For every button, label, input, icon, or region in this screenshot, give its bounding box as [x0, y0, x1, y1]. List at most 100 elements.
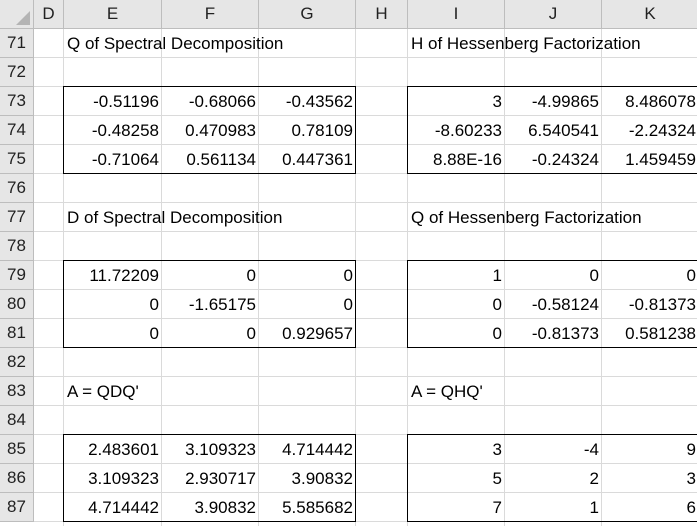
column-header-h[interactable]: H	[356, 0, 408, 29]
column-header-g[interactable]: G	[259, 0, 356, 29]
row-header-71[interactable]: 71	[0, 29, 34, 58]
matrix-cell[interactable]: -4.99865	[531, 91, 599, 111]
matrix-cell[interactable]: -0.81373	[531, 323, 599, 343]
matrix-cell[interactable]: 9	[686, 439, 696, 459]
matrix-a-qdq-border	[63, 434, 356, 522]
matrix-cell[interactable]: -1.65175	[188, 294, 256, 314]
row-header-78[interactable]: 78	[0, 232, 34, 261]
column-header-i[interactable]: I	[408, 0, 505, 29]
matrix-cell[interactable]: 6	[686, 497, 696, 517]
matrix-cell[interactable]: 0	[686, 265, 696, 285]
gridline-horizontal	[34, 492, 697, 493]
gridline-horizontal	[34, 115, 697, 116]
label-d-spectral[interactable]: D of Spectral Decomposition	[67, 207, 283, 227]
matrix-cell[interactable]: 0	[343, 294, 353, 314]
matrix-cell[interactable]: 3	[686, 468, 696, 488]
matrix-cell[interactable]: 0.929657	[282, 323, 353, 343]
matrix-cell[interactable]: -0.68066	[188, 91, 256, 111]
matrix-cell[interactable]: 0	[343, 265, 353, 285]
label-h-hessenberg[interactable]: H of Hessenberg Factorization	[411, 33, 641, 53]
gridline-horizontal	[34, 173, 697, 174]
row-header-75[interactable]: 75	[0, 145, 34, 174]
matrix-cell[interactable]: 0	[246, 323, 256, 343]
matrix-cell[interactable]: 0	[149, 294, 159, 314]
matrix-cell[interactable]: 3.109323	[88, 468, 159, 488]
gridline-horizontal	[34, 231, 697, 232]
column-header-f[interactable]: F	[162, 0, 259, 29]
column-header-d[interactable]: D	[34, 0, 64, 29]
row-header-79[interactable]: 79	[0, 261, 34, 290]
matrix-cell[interactable]: -0.24324	[531, 149, 599, 169]
label-q-hessenberg[interactable]: Q of Hessenberg Factorization	[411, 207, 642, 227]
matrix-cell[interactable]: -0.43562	[285, 91, 353, 111]
matrix-cell[interactable]: 1.459459	[625, 149, 696, 169]
matrix-cell[interactable]: 0.561134	[186, 149, 256, 169]
row-header-80[interactable]: 80	[0, 290, 34, 319]
matrix-cell[interactable]: 3	[492, 91, 502, 111]
matrix-cell[interactable]: 2	[589, 468, 599, 488]
matrix-cell[interactable]: -0.51196	[93, 91, 159, 111]
matrix-cell[interactable]: 4.714442	[88, 497, 159, 517]
matrix-cell[interactable]: -8.60233	[434, 120, 502, 140]
row-header-73[interactable]: 73	[0, 87, 34, 116]
matrix-cell[interactable]: 6.540541	[528, 120, 599, 140]
matrix-cell[interactable]: 2.483601	[88, 439, 159, 459]
row-header-83[interactable]: 83	[0, 377, 34, 406]
label-a-qdq[interactable]: A = QDQ'	[67, 381, 139, 401]
row-header-72[interactable]: 72	[0, 58, 34, 87]
matrix-cell[interactable]: 8.88E-16	[433, 149, 502, 169]
label-a-qhq[interactable]: A = QHQ'	[411, 381, 483, 401]
matrix-cell[interactable]: 0.78109	[291, 120, 353, 140]
select-all-corner[interactable]	[0, 0, 34, 29]
matrix-cell[interactable]: 5.585682	[282, 497, 353, 517]
column-header-k[interactable]: K	[602, 0, 697, 29]
matrix-cell[interactable]: 0	[589, 265, 599, 285]
gridline-vertical	[258, 29, 259, 526]
label-q-spectral[interactable]: Q of Spectral Decomposition	[67, 33, 284, 53]
row-header-86[interactable]: 86	[0, 464, 34, 493]
matrix-cell[interactable]: 5	[492, 468, 502, 488]
matrix-cell[interactable]: 3.90832	[194, 497, 256, 517]
matrix-cell[interactable]: 0	[492, 323, 502, 343]
matrix-cell[interactable]: 0	[149, 323, 159, 343]
row-header-87[interactable]: 87	[0, 493, 34, 522]
gridline-vertical	[504, 29, 505, 526]
row-header-76[interactable]: 76	[0, 174, 34, 203]
gridline-horizontal	[34, 86, 697, 87]
matrix-cell[interactable]: -4	[583, 439, 599, 459]
matrix-cell[interactable]: 7	[492, 497, 502, 517]
matrix-cell[interactable]: 3	[492, 439, 502, 459]
gridline-horizontal	[34, 463, 697, 464]
column-header-e[interactable]: E	[64, 0, 162, 29]
matrix-cell[interactable]: 0.447361	[282, 149, 353, 169]
row-header-85[interactable]: 85	[0, 435, 34, 464]
matrix-cell[interactable]: 11.72209	[89, 265, 159, 285]
gridline-horizontal	[34, 202, 697, 203]
matrix-cell[interactable]: 0	[492, 294, 502, 314]
matrix-cell[interactable]: 0.581238	[625, 323, 696, 343]
matrix-cell[interactable]: 2.930717	[185, 468, 256, 488]
row-header-82[interactable]: 82	[0, 348, 34, 377]
row-header-74[interactable]: 74	[0, 116, 34, 145]
matrix-cell[interactable]: -2.24324	[628, 120, 696, 140]
matrix-cell[interactable]: 3.109323	[185, 439, 256, 459]
select-all-triangle-icon	[16, 11, 30, 25]
gridline-horizontal	[34, 434, 697, 435]
matrix-cell[interactable]: 3.90832	[291, 468, 353, 488]
matrix-cell[interactable]: -0.71064	[91, 149, 159, 169]
gridline-horizontal	[34, 57, 697, 58]
matrix-cell[interactable]: 1	[589, 497, 599, 517]
matrix-cell[interactable]: -0.81373	[628, 294, 696, 314]
row-header-77[interactable]: 77	[0, 203, 34, 232]
column-header-j[interactable]: J	[505, 0, 602, 29]
matrix-cell[interactable]: -0.48258	[91, 120, 159, 140]
matrix-cell[interactable]: 1	[492, 265, 502, 285]
matrix-cell[interactable]: 0	[246, 265, 256, 285]
matrix-cell[interactable]: -0.58124	[531, 294, 599, 314]
matrix-cell[interactable]: 0.470983	[185, 120, 256, 140]
matrix-cell[interactable]: 8.486078	[625, 91, 696, 111]
row-header-84[interactable]: 84	[0, 406, 34, 435]
matrix-q-hessenberg-border	[407, 260, 697, 348]
row-header-81[interactable]: 81	[0, 319, 34, 348]
matrix-cell[interactable]: 4.714442	[282, 439, 353, 459]
